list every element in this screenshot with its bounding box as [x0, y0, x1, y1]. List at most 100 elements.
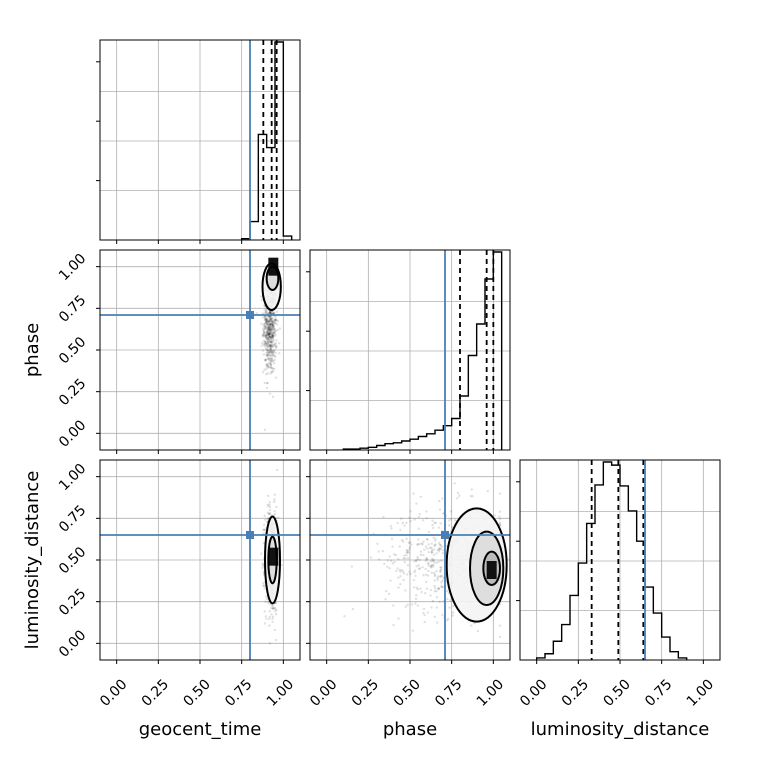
scatter-point — [267, 335, 271, 339]
scatter-point — [263, 324, 267, 328]
scatter-point — [421, 543, 424, 546]
scatter-point — [408, 570, 411, 574]
scatter-point — [271, 323, 275, 327]
scatter-point — [351, 607, 355, 611]
scatter-point — [446, 589, 449, 593]
scatter-point — [498, 510, 502, 513]
scatter-point — [381, 549, 385, 553]
scatter-point — [420, 590, 423, 594]
scatter-point — [265, 321, 268, 325]
scatter-point — [264, 315, 267, 319]
scatter-point — [435, 596, 439, 599]
scatter-point — [271, 345, 275, 348]
scatter-point — [268, 349, 272, 352]
scatter-point — [265, 334, 268, 337]
scatter-point — [267, 325, 271, 329]
scatter-point — [448, 606, 451, 609]
scatter-point — [266, 321, 269, 325]
xlabel-geocent-time: geocent_time — [139, 719, 262, 740]
scatter-point — [413, 560, 416, 563]
scatter-point — [270, 349, 274, 353]
scatter-point — [402, 570, 405, 573]
scatter-point — [266, 511, 270, 514]
scatter-point — [271, 330, 274, 333]
scatter-point — [260, 298, 263, 301]
scatter-point — [271, 367, 274, 370]
scatter-point — [470, 488, 473, 491]
scatter-point — [273, 512, 277, 516]
scatter-point — [389, 524, 392, 528]
scatter-point — [270, 334, 274, 337]
scatter-point — [269, 327, 272, 331]
scatter-point — [264, 333, 268, 337]
scatter-point — [263, 316, 267, 320]
scatter-point — [422, 573, 425, 577]
scatter-point — [266, 324, 269, 327]
scatter-point — [270, 325, 273, 329]
scatter-point — [262, 528, 265, 531]
scatter-point — [261, 327, 265, 330]
scatter-point — [269, 323, 273, 327]
scatter-point — [400, 569, 403, 572]
scatter-point — [439, 547, 443, 550]
scatter-point — [426, 538, 429, 541]
density-peak — [486, 561, 497, 579]
scatter-point — [264, 321, 268, 324]
scatter-point — [266, 342, 269, 345]
scatter-point — [269, 344, 272, 348]
scatter-point — [263, 610, 266, 613]
scatter-point — [261, 566, 264, 570]
scatter-point — [266, 319, 269, 323]
scatter-point — [389, 559, 393, 563]
scatter-point — [266, 503, 269, 507]
scatter-point — [275, 468, 279, 472]
scatter-point — [268, 331, 271, 335]
scatter-point — [397, 617, 400, 620]
scatter-point — [264, 325, 267, 328]
scatter-point — [268, 609, 271, 613]
scatter-point — [270, 351, 273, 354]
scatter-point — [264, 311, 267, 315]
scatter-point — [269, 341, 272, 344]
scatter-point — [268, 349, 272, 352]
scatter-point — [386, 559, 389, 562]
scatter-point — [269, 319, 272, 322]
scatter-point — [424, 545, 428, 548]
scatter-point — [272, 320, 275, 323]
scatter-point — [272, 606, 275, 610]
scatter-point — [262, 581, 265, 585]
scatter-point — [260, 322, 263, 326]
scatter-point — [438, 548, 441, 551]
scatter-point — [405, 521, 408, 525]
scatter-point — [416, 543, 420, 546]
histogram-luminosity_distance — [535, 461, 688, 660]
scatter-point — [267, 343, 271, 346]
histogram-phase — [342, 251, 503, 450]
scatter-point — [433, 561, 436, 564]
scatter-point — [439, 543, 442, 547]
scatter-point — [498, 515, 501, 518]
scatter-point — [262, 542, 265, 545]
scatter-point — [273, 493, 276, 496]
scatter-point — [266, 337, 269, 341]
scatter-point — [268, 350, 271, 354]
scatter-point — [405, 537, 408, 541]
scatter-point — [276, 328, 280, 332]
scatter-point — [268, 332, 271, 335]
scatter-point — [273, 319, 276, 322]
scatter-point — [262, 584, 265, 588]
scatter-point — [264, 347, 268, 350]
scatter-point — [275, 310, 279, 314]
scatter-point — [272, 369, 275, 373]
scatter-point — [386, 565, 389, 568]
scatter-point — [271, 340, 275, 343]
scatter-point — [268, 323, 271, 326]
scatter-point — [271, 333, 274, 336]
scatter-point — [275, 339, 278, 342]
scatter-point — [271, 344, 274, 348]
scatter-point — [265, 365, 269, 368]
scatter-point — [267, 328, 270, 331]
scatter-point — [422, 540, 425, 543]
scatter-point — [269, 311, 272, 315]
scatter-point — [493, 514, 496, 517]
